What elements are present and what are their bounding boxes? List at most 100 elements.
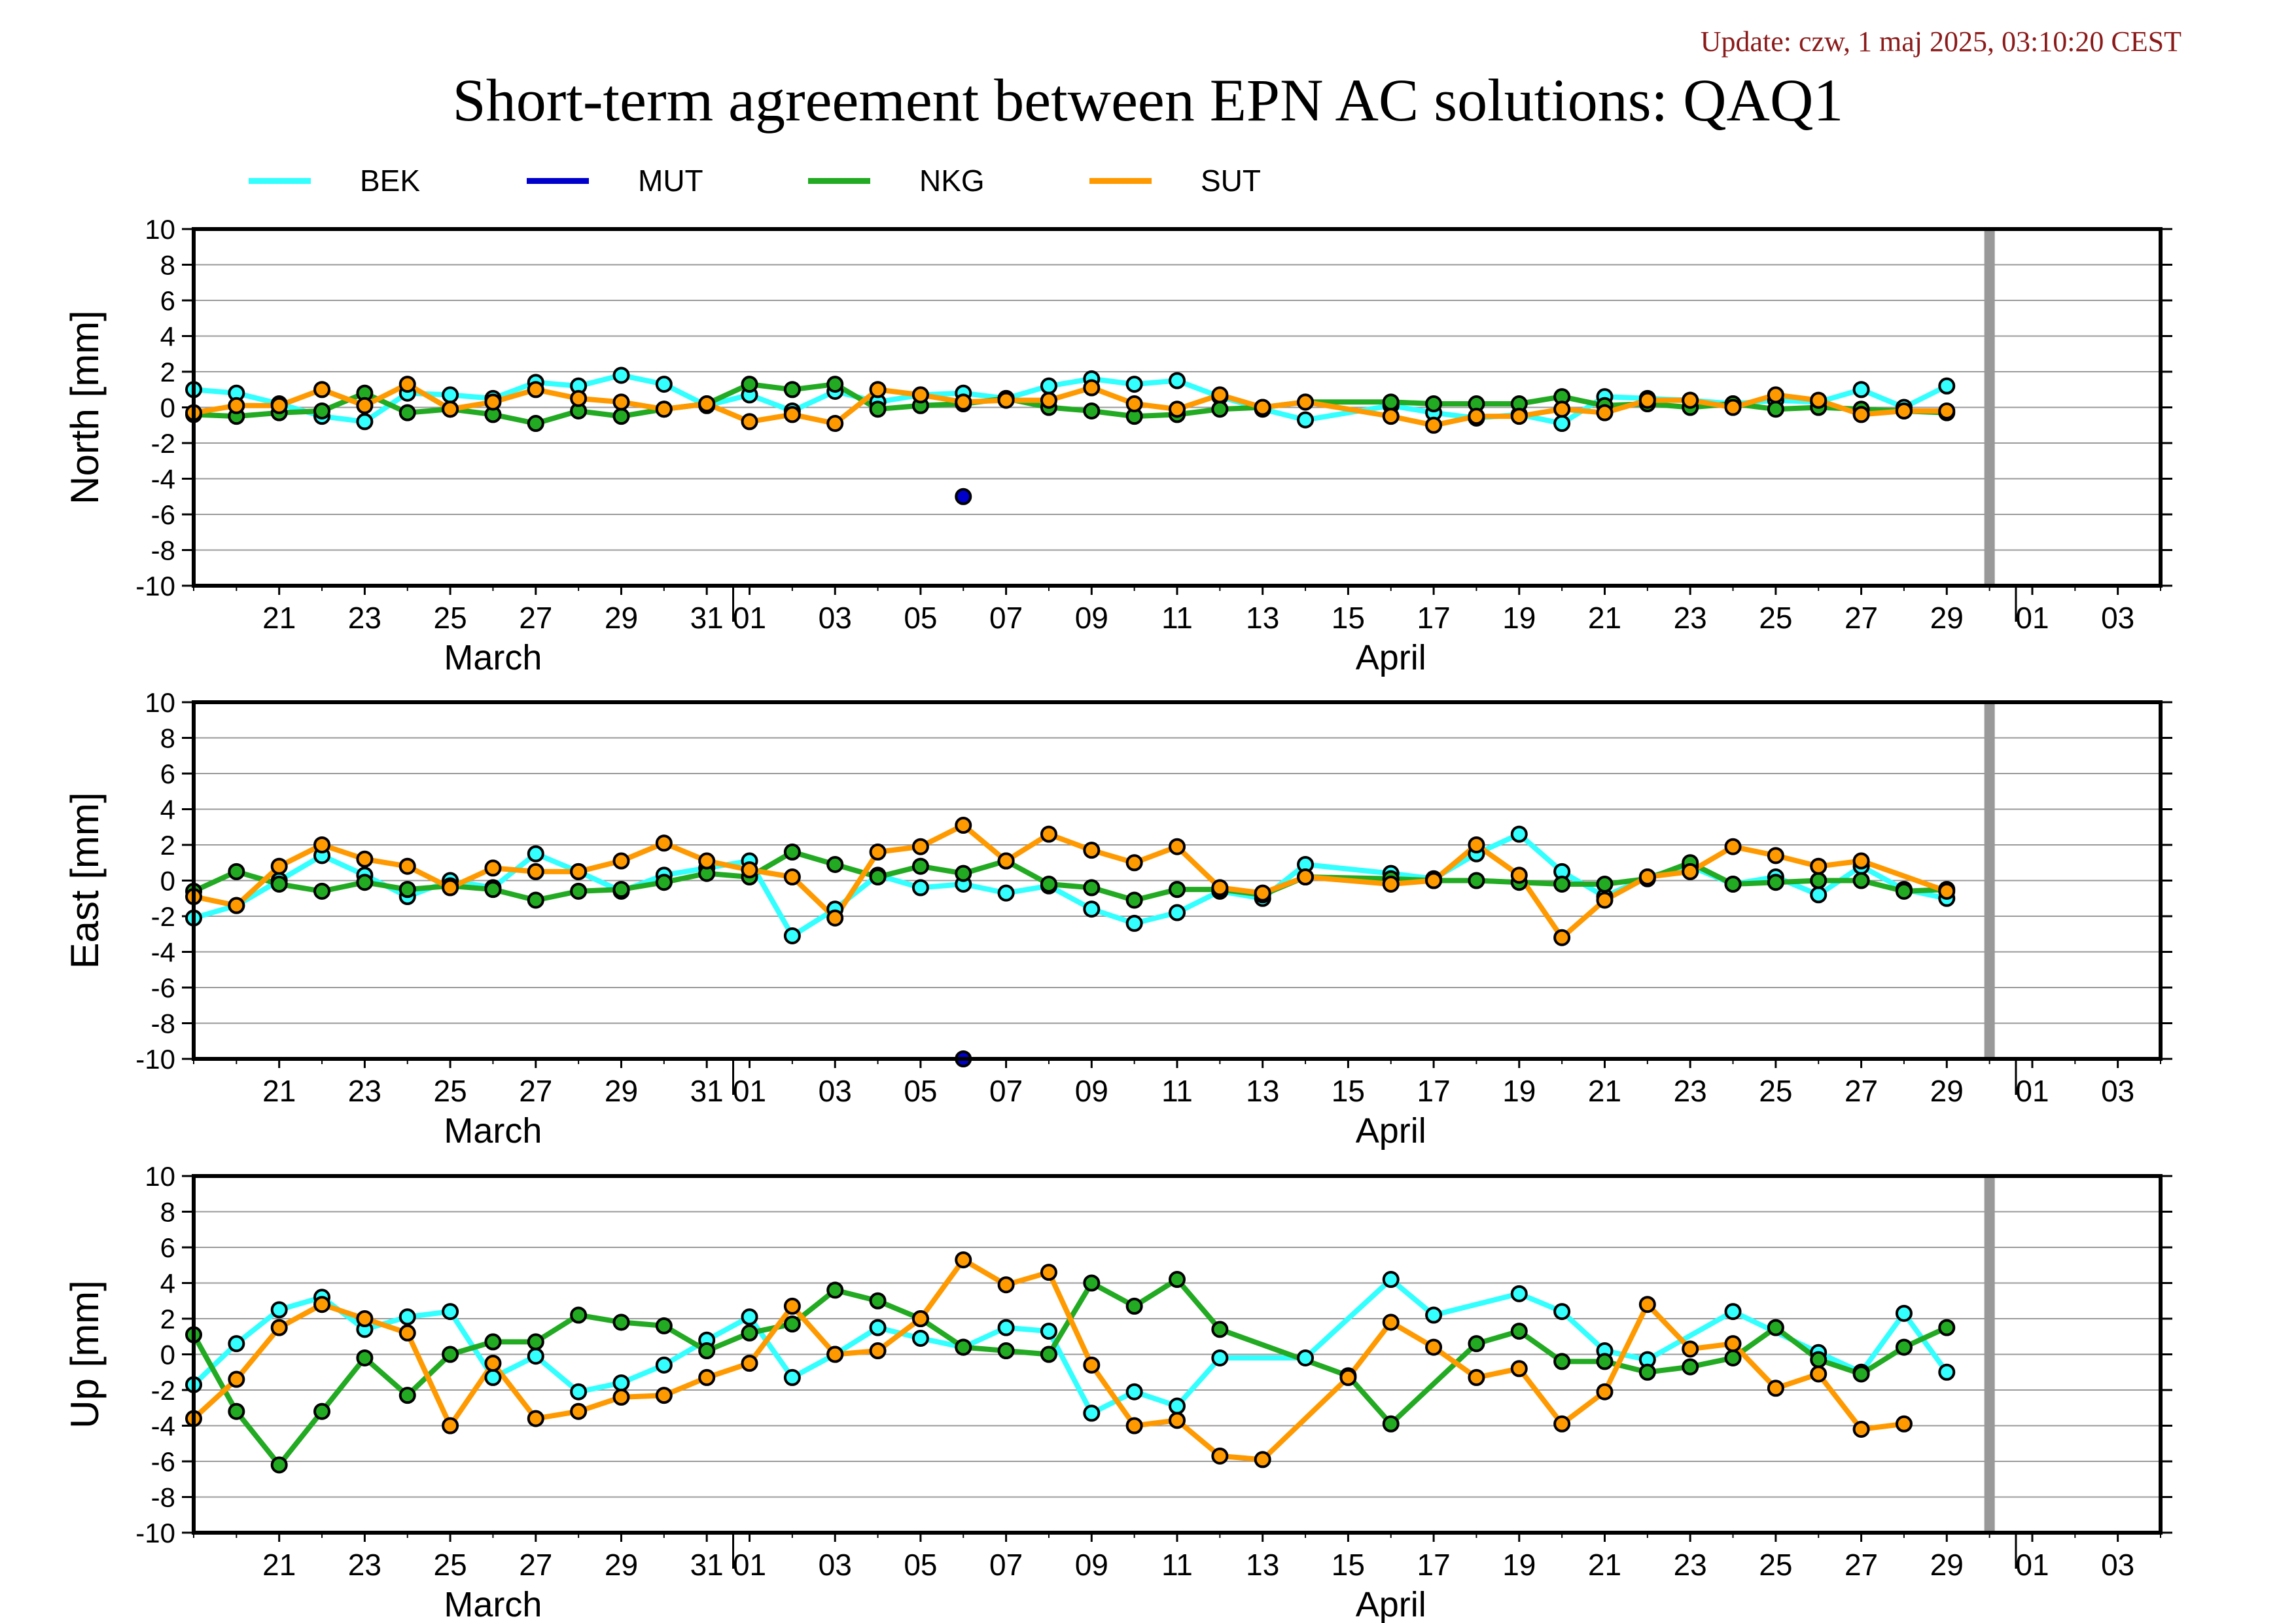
north-ytick-label: -10 <box>135 571 175 601</box>
north-point-nkg <box>1083 402 1101 419</box>
east-point-sut <box>1211 879 1229 897</box>
north-point-nkg <box>612 408 630 425</box>
up-xtick-label: 03 <box>2101 1548 2134 1582</box>
east-point-nkg <box>783 843 801 861</box>
east-point-sut <box>1682 863 1699 880</box>
up-point-sut <box>1553 1415 1571 1433</box>
east-point-sut <box>527 863 544 880</box>
north-point-bek <box>1938 377 1956 395</box>
north-point-bek <box>655 376 673 393</box>
up-point-sut <box>1895 1415 1913 1433</box>
up-point-bek <box>1083 1404 1101 1422</box>
up-xtick-label: 29 <box>1930 1548 1964 1582</box>
east-point-sut <box>1169 838 1186 855</box>
up-xtick-label: 29 <box>605 1548 638 1582</box>
up-month-label: March <box>444 1585 542 1623</box>
up-point-sut <box>1040 1264 1057 1281</box>
legend-swatch-nkg <box>808 178 870 184</box>
up-point-sut <box>484 1355 502 1372</box>
up-point-sut <box>1510 1360 1528 1378</box>
east-point-sut <box>826 909 844 927</box>
up-point-sut <box>783 1297 801 1315</box>
east-point-sut <box>1810 857 1828 875</box>
east-point-nkg <box>1169 881 1186 899</box>
up-point-nkg <box>1040 1346 1057 1363</box>
up-ytick-label: -2 <box>151 1375 175 1406</box>
east-point-sut <box>869 843 887 861</box>
north-point-sut <box>997 391 1015 409</box>
north-ytick-label: 8 <box>160 250 175 281</box>
north-xtick-label: 27 <box>519 601 552 635</box>
up-xtick-label: 03 <box>819 1548 852 1582</box>
up-xtick-label: 23 <box>348 1548 381 1582</box>
up-point-nkg <box>1938 1319 1956 1336</box>
north-point-sut <box>442 401 459 418</box>
north-point-sut <box>1125 395 1143 413</box>
north-point-bek <box>1553 415 1571 433</box>
up-point-nkg <box>698 1342 716 1360</box>
east-ytick-label: -4 <box>151 937 175 968</box>
east-xtick-label: 23 <box>348 1074 381 1108</box>
up-point-bek <box>1724 1303 1742 1321</box>
up-point-nkg <box>484 1333 502 1351</box>
north-point-nkg <box>741 376 758 393</box>
north-xtick-label: 07 <box>989 601 1023 635</box>
up-series-line-sut <box>192 1257 1905 1463</box>
north-xtick-label: 03 <box>2101 601 2134 635</box>
up-xtick-label: 11 <box>1161 1548 1193 1582</box>
up-point-bek <box>398 1308 416 1326</box>
north-month-label: April <box>1356 638 1426 677</box>
up-ytick-label: 2 <box>160 1304 175 1334</box>
east-ytick-label: 0 <box>160 866 175 897</box>
north-plot-frame <box>192 227 2163 588</box>
north-xtick-label: 25 <box>1759 601 1792 635</box>
up-point-nkg <box>442 1346 459 1363</box>
east-marker-bar <box>1984 702 1995 1059</box>
east-point-sut <box>1767 847 1784 865</box>
up-marker-bar <box>1984 1176 1995 1533</box>
east-point-sut <box>911 838 929 855</box>
up-point-bek <box>1553 1303 1571 1321</box>
east-xtick-label: 03 <box>819 1074 852 1108</box>
north-ytick-label: 6 <box>160 285 175 316</box>
up-xtick-label: 05 <box>904 1548 937 1582</box>
up-point-sut <box>1810 1365 1828 1383</box>
north-point-sut <box>527 381 544 399</box>
north-xtick-label: 11 <box>1161 601 1193 635</box>
up-point-nkg <box>1553 1353 1571 1370</box>
east-point-nkg <box>1852 872 1870 889</box>
north-point-sut <box>1852 406 1870 423</box>
up-xtick-label: 25 <box>434 1548 467 1582</box>
north-point-bek <box>1169 372 1186 389</box>
up-point-bek <box>228 1335 245 1353</box>
up-point-sut <box>612 1388 630 1406</box>
north-point-sut <box>1211 386 1229 404</box>
legend-label-nkg: NKG <box>919 164 985 198</box>
north-xtick-label: 21 <box>262 601 296 635</box>
east-xtick-label: 19 <box>1502 1074 1536 1108</box>
up-xtick-label: 01 <box>2015 1548 2049 1582</box>
up-point-nkg <box>228 1402 245 1420</box>
up-point-nkg <box>527 1333 544 1351</box>
up-point-sut <box>1767 1380 1784 1397</box>
up-point-sut <box>1425 1338 1443 1356</box>
east-point-sut <box>612 852 630 870</box>
up-point-bek <box>1425 1306 1443 1324</box>
legend-label-sut: SUT <box>1201 164 1261 198</box>
up-point-sut <box>1468 1368 1485 1386</box>
chart-title: Short-term agreement between EPN AC solu… <box>452 67 1844 134</box>
up-xtick-label: 27 <box>1845 1548 1878 1582</box>
east-xtick-label: 27 <box>519 1074 552 1108</box>
east-xtick-label: 21 <box>1588 1074 1621 1108</box>
north-point-sut <box>1596 404 1614 421</box>
up-ytick-label: 10 <box>145 1161 175 1192</box>
up-ytick-label: 8 <box>160 1197 175 1228</box>
up-point-bek <box>655 1356 673 1374</box>
north-ytick-label: -8 <box>151 535 175 566</box>
north-point-sut <box>356 397 374 414</box>
east-point-sut <box>1852 852 1870 870</box>
east-point-sut <box>270 857 288 875</box>
east-ytick-label: -10 <box>135 1044 175 1075</box>
up-point-nkg <box>1468 1335 1485 1353</box>
east-ytick-label: 4 <box>160 794 175 825</box>
